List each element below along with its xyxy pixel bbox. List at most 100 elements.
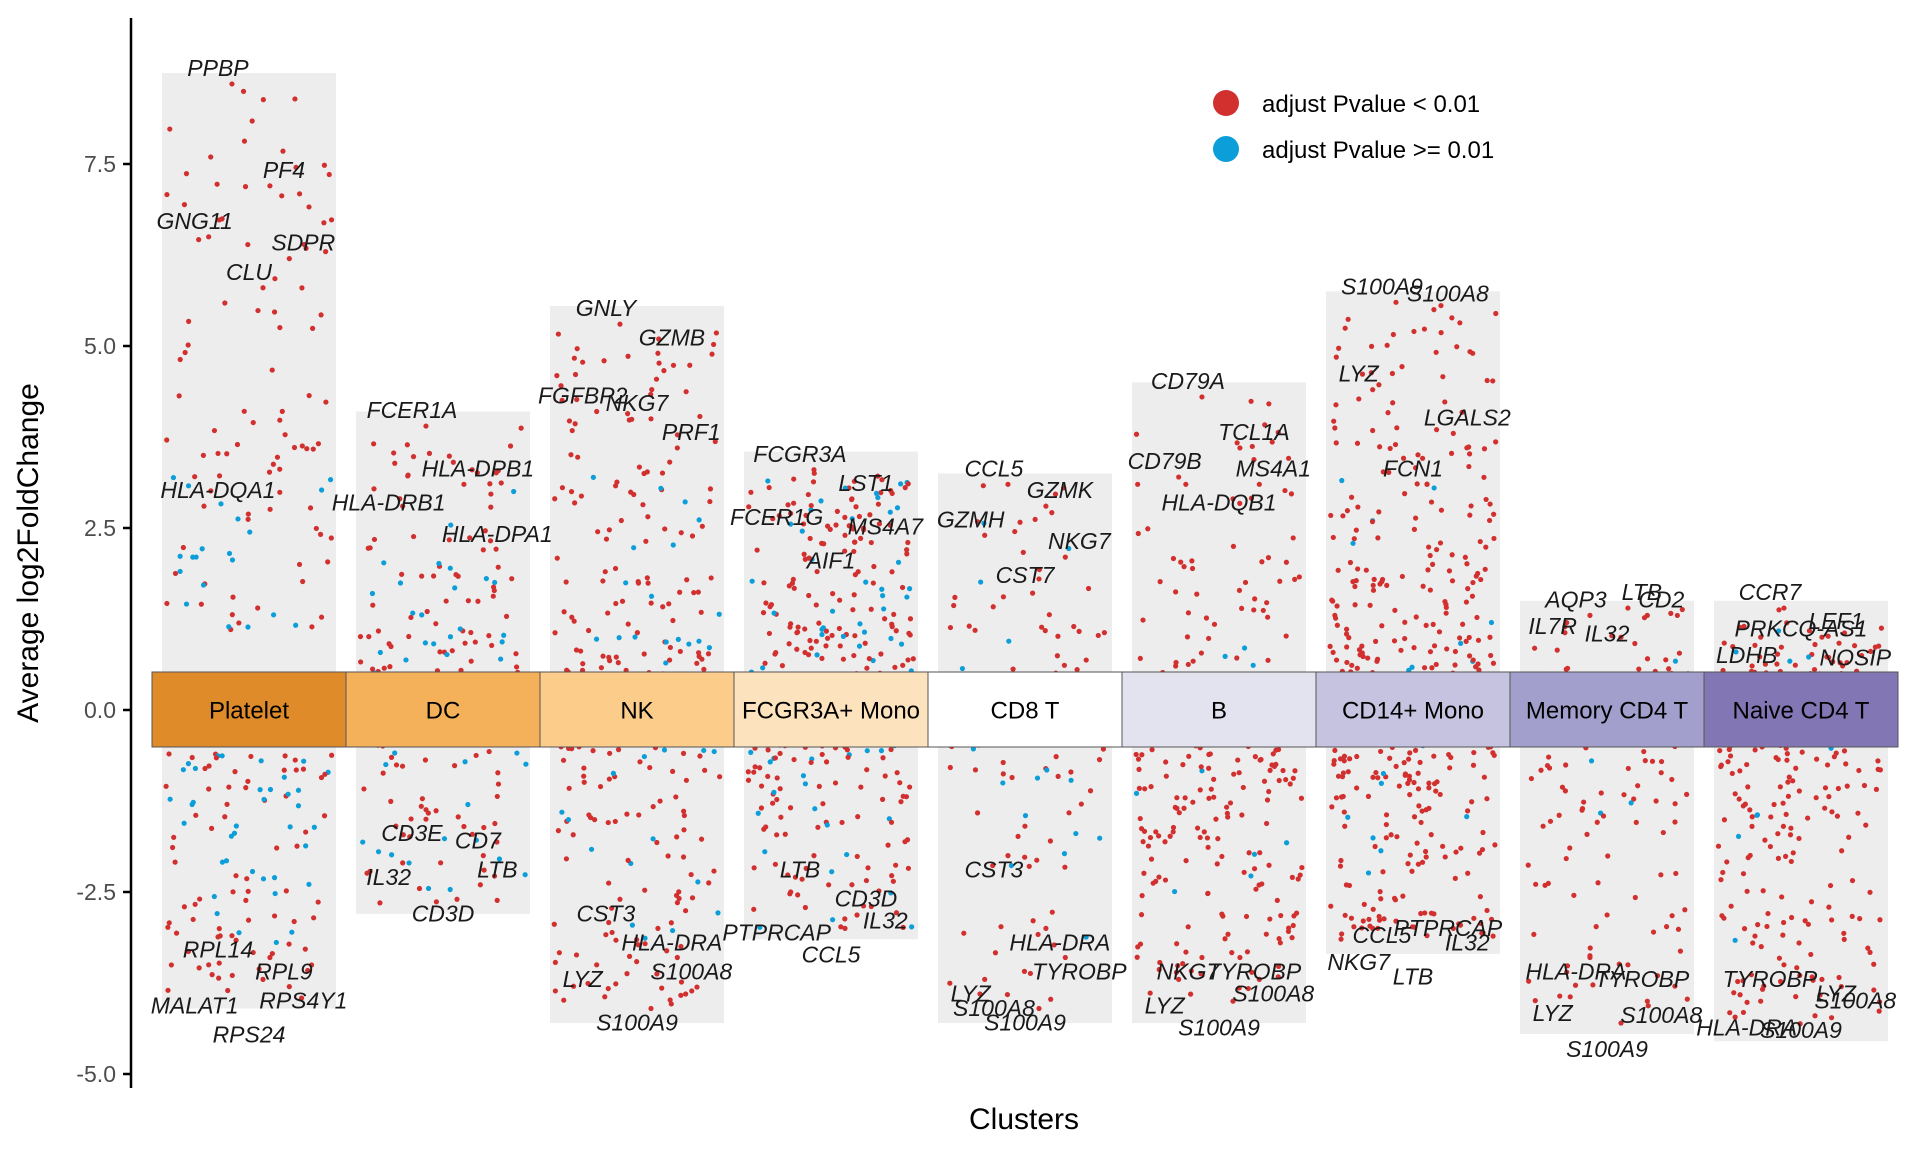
gene-label: LGALS2	[1424, 404, 1511, 430]
gene-label: CST3	[577, 900, 636, 926]
data-point	[1402, 491, 1408, 497]
data-point	[1205, 844, 1211, 850]
data-point	[1452, 648, 1459, 655]
data-point	[648, 600, 654, 606]
data-point	[893, 910, 900, 916]
data-point	[1136, 766, 1142, 772]
data-point	[663, 660, 669, 666]
data-point	[1370, 774, 1376, 780]
data-point	[1283, 559, 1289, 565]
data-point	[786, 583, 792, 589]
data-point	[658, 485, 664, 491]
data-point	[840, 633, 847, 640]
data-point	[829, 869, 835, 875]
data-point	[1252, 596, 1258, 602]
data-point	[1760, 888, 1766, 894]
data-point	[1186, 753, 1192, 759]
data-point	[369, 590, 376, 597]
data-point	[304, 446, 310, 452]
data-point	[436, 560, 442, 567]
data-point	[613, 600, 619, 607]
data-point	[1336, 345, 1342, 351]
data-point	[1347, 756, 1353, 762]
data-point	[1133, 790, 1140, 797]
data-point	[907, 784, 913, 790]
data-point	[1428, 832, 1434, 838]
data-point	[777, 786, 783, 792]
gene-label: CD3E	[381, 820, 443, 846]
data-point	[292, 757, 298, 763]
data-point	[1365, 793, 1372, 799]
data-point	[302, 946, 308, 952]
data-point	[449, 648, 455, 654]
data-point	[1811, 666, 1818, 673]
data-point	[1140, 839, 1146, 845]
data-point	[552, 959, 558, 966]
gene-point	[788, 889, 794, 895]
data-point	[678, 992, 684, 998]
data-point	[1876, 999, 1883, 1005]
gene-label: CD3D	[412, 900, 475, 926]
gene-point	[982, 976, 988, 982]
data-point	[635, 578, 641, 585]
data-point	[416, 885, 423, 892]
gene-point	[811, 853, 817, 859]
data-point	[1490, 660, 1497, 666]
data-point	[590, 474, 596, 480]
data-point	[802, 781, 808, 787]
data-point	[1484, 377, 1490, 384]
gene-label: NKG7	[1048, 528, 1112, 554]
data-point	[972, 767, 979, 773]
data-point	[889, 569, 895, 575]
data-point	[377, 649, 383, 656]
data-point	[1283, 777, 1289, 783]
data-point	[1590, 982, 1596, 988]
data-point	[431, 641, 437, 647]
data-point	[319, 487, 325, 493]
data-point	[1878, 625, 1885, 631]
data-point	[241, 408, 247, 414]
data-point	[1378, 896, 1384, 902]
data-point	[774, 796, 780, 803]
data-point	[705, 651, 712, 657]
gene-point	[1393, 299, 1399, 305]
data-point	[273, 939, 279, 946]
data-point	[800, 773, 807, 779]
data-point	[1531, 931, 1537, 937]
data-point	[311, 824, 317, 830]
data-point	[1264, 820, 1270, 827]
data-point	[909, 924, 915, 930]
data-point	[1275, 974, 1281, 980]
data-point	[1402, 635, 1408, 642]
data-point	[1487, 501, 1493, 507]
data-point	[1355, 566, 1361, 572]
data-point	[1774, 661, 1780, 667]
data-point	[819, 540, 825, 546]
data-point	[689, 988, 695, 994]
data-point	[198, 601, 204, 607]
data-point	[1468, 503, 1474, 509]
data-point	[322, 771, 328, 777]
gene-label: IL32	[366, 864, 411, 890]
data-point	[559, 809, 565, 815]
data-point	[645, 514, 651, 520]
data-point	[185, 483, 192, 489]
data-point	[815, 824, 821, 830]
data-point	[226, 624, 232, 630]
gene-point	[1062, 954, 1068, 961]
data-point	[243, 897, 249, 903]
data-point	[888, 746, 894, 753]
data-point	[1198, 764, 1204, 770]
data-point	[1211, 776, 1217, 782]
data-point	[1554, 647, 1560, 653]
data-point	[1774, 651, 1781, 657]
data-point	[1797, 1021, 1803, 1027]
data-point	[469, 831, 475, 837]
cluster-range-box	[938, 473, 1112, 1024]
gene-label: PRKCQ-AS1	[1735, 615, 1868, 641]
data-point	[1762, 837, 1768, 843]
data-point	[614, 479, 620, 485]
data-point	[1291, 913, 1297, 919]
data-point	[678, 979, 685, 985]
data-point	[1290, 922, 1296, 929]
